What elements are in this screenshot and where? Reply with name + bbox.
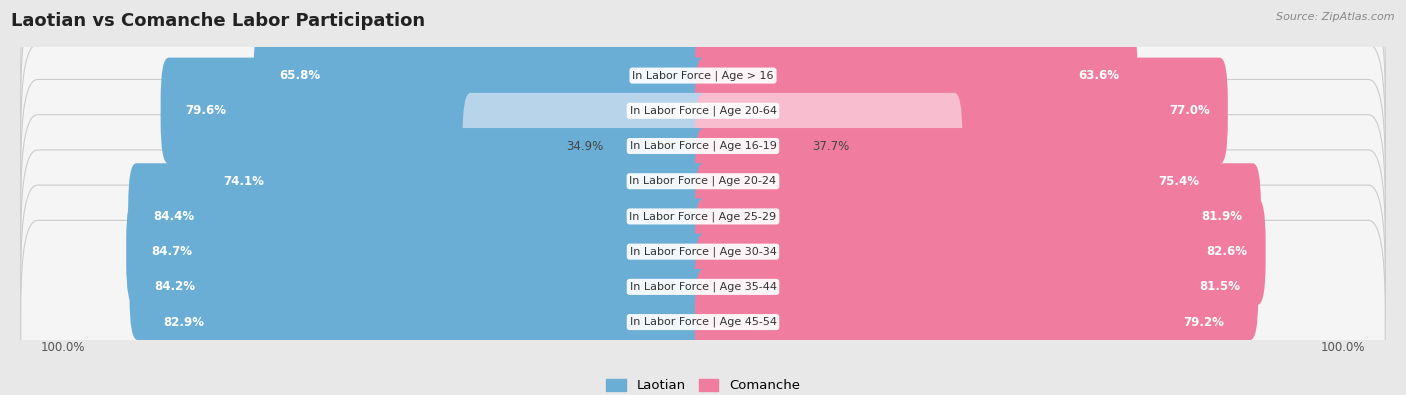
Text: 74.1%: 74.1% (222, 175, 264, 188)
FancyBboxPatch shape (129, 234, 711, 340)
Text: 75.4%: 75.4% (1157, 175, 1199, 188)
FancyBboxPatch shape (695, 163, 1261, 270)
Legend: Laotian, Comanche: Laotian, Comanche (600, 373, 806, 395)
Text: In Labor Force | Age 30-34: In Labor Force | Age 30-34 (630, 246, 776, 257)
Text: In Labor Force | Age 16-19: In Labor Force | Age 16-19 (630, 141, 776, 151)
Text: 37.7%: 37.7% (811, 139, 849, 152)
Text: Source: ZipAtlas.com: Source: ZipAtlas.com (1277, 12, 1395, 22)
Text: 79.6%: 79.6% (186, 104, 226, 117)
Text: 100.0%: 100.0% (1320, 341, 1365, 354)
FancyBboxPatch shape (127, 198, 711, 305)
FancyBboxPatch shape (463, 93, 711, 199)
FancyBboxPatch shape (138, 269, 711, 375)
FancyBboxPatch shape (695, 269, 1243, 375)
Text: 81.5%: 81.5% (1199, 280, 1240, 293)
FancyBboxPatch shape (21, 9, 1385, 213)
FancyBboxPatch shape (695, 128, 1218, 234)
FancyBboxPatch shape (695, 23, 1137, 129)
FancyBboxPatch shape (160, 58, 711, 164)
Text: 82.6%: 82.6% (1206, 245, 1247, 258)
FancyBboxPatch shape (21, 79, 1385, 283)
FancyBboxPatch shape (21, 115, 1385, 318)
Text: In Labor Force | Age 20-64: In Labor Force | Age 20-64 (630, 105, 776, 116)
FancyBboxPatch shape (695, 58, 1227, 164)
FancyBboxPatch shape (254, 23, 711, 129)
FancyBboxPatch shape (21, 0, 1385, 177)
Text: Laotian vs Comanche Labor Participation: Laotian vs Comanche Labor Participation (11, 12, 426, 30)
Text: In Labor Force | Age 35-44: In Labor Force | Age 35-44 (630, 282, 776, 292)
Text: 84.4%: 84.4% (153, 210, 194, 223)
FancyBboxPatch shape (128, 163, 711, 270)
Text: 84.7%: 84.7% (152, 245, 193, 258)
Text: In Labor Force | Age > 16: In Labor Force | Age > 16 (633, 70, 773, 81)
Text: In Labor Force | Age 45-54: In Labor Force | Age 45-54 (630, 317, 776, 327)
Text: 81.9%: 81.9% (1202, 210, 1243, 223)
Text: 77.0%: 77.0% (1168, 104, 1209, 117)
FancyBboxPatch shape (695, 234, 1258, 340)
FancyBboxPatch shape (21, 44, 1385, 248)
FancyBboxPatch shape (198, 128, 711, 234)
Text: In Labor Force | Age 20-24: In Labor Force | Age 20-24 (630, 176, 776, 186)
FancyBboxPatch shape (695, 198, 1265, 305)
Text: 34.9%: 34.9% (567, 139, 603, 152)
FancyBboxPatch shape (21, 220, 1385, 395)
Text: 84.2%: 84.2% (155, 280, 195, 293)
Text: 65.8%: 65.8% (278, 69, 321, 82)
Text: 79.2%: 79.2% (1184, 316, 1225, 329)
FancyBboxPatch shape (21, 150, 1385, 354)
Text: 63.6%: 63.6% (1078, 69, 1119, 82)
Text: 82.9%: 82.9% (163, 316, 204, 329)
FancyBboxPatch shape (695, 93, 962, 199)
Text: In Labor Force | Age 25-29: In Labor Force | Age 25-29 (630, 211, 776, 222)
Text: 100.0%: 100.0% (41, 341, 86, 354)
FancyBboxPatch shape (21, 185, 1385, 389)
